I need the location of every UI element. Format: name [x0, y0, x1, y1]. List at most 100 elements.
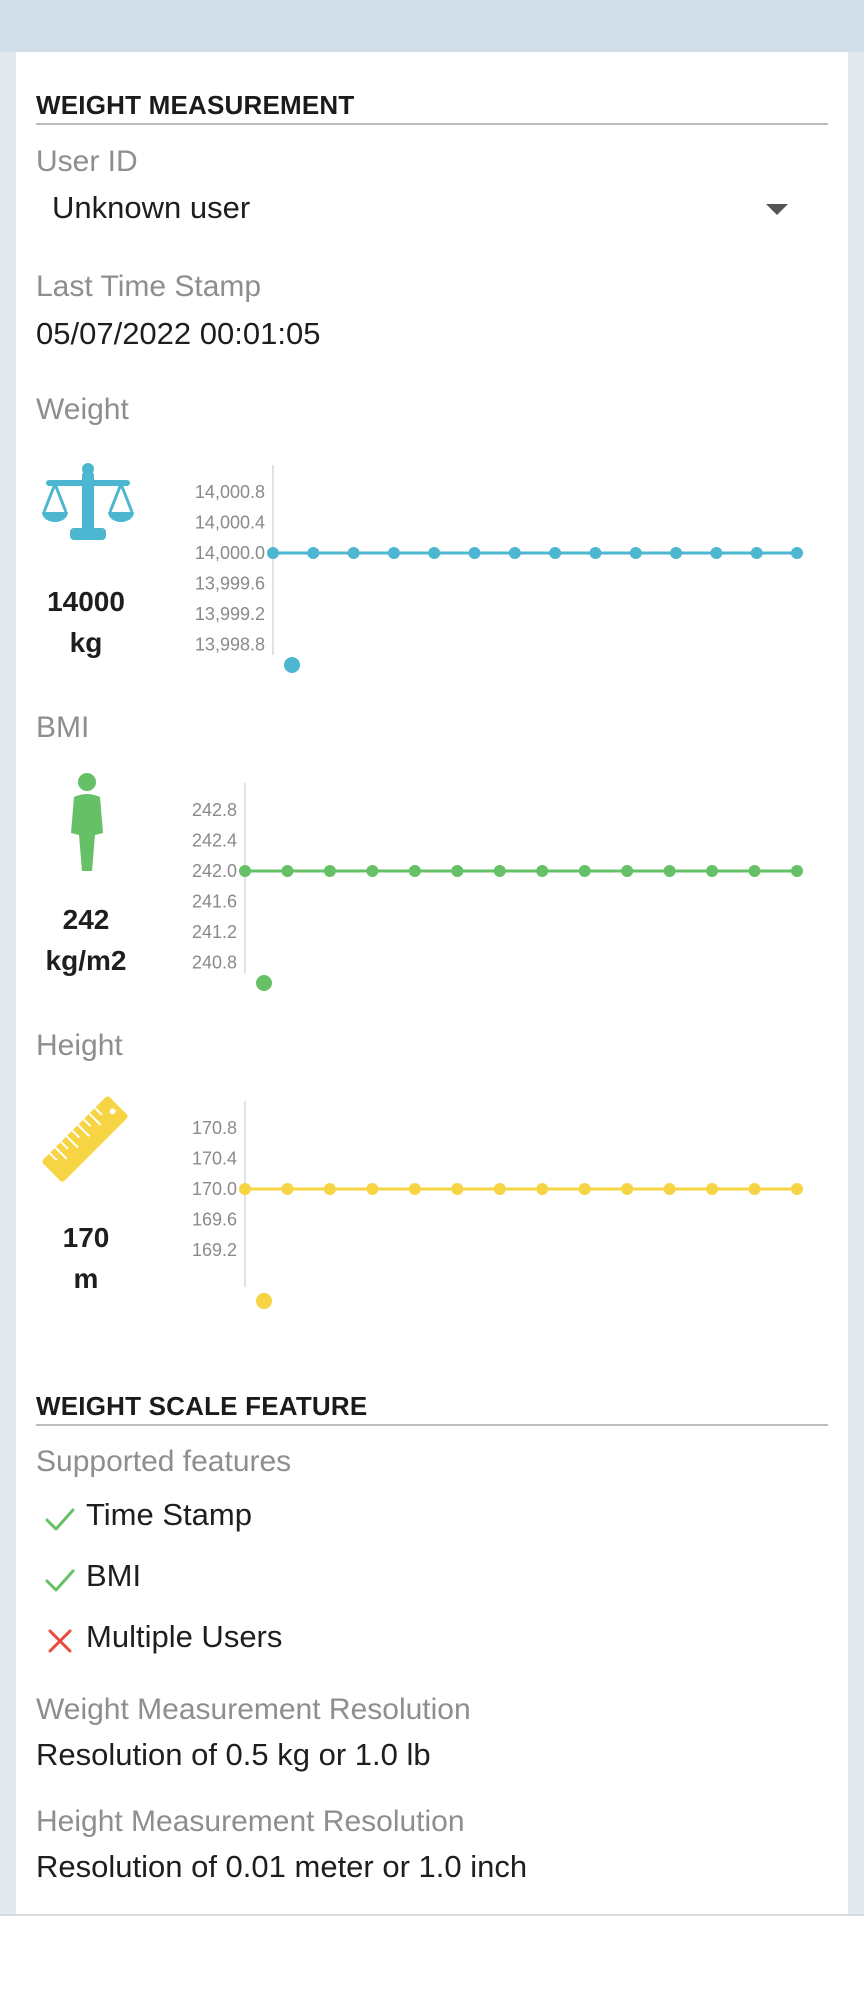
chart-legend-marker — [256, 975, 272, 991]
chart-data-point — [281, 1183, 294, 1195]
chart-data-point — [508, 547, 521, 559]
feature-item-multiple-users: Multiple Users — [36, 1619, 536, 1663]
chart-data-point — [663, 865, 676, 877]
weight-unit: kg — [69, 627, 103, 658]
chart-data-point — [706, 865, 719, 877]
chart-data-point — [281, 865, 294, 877]
height-value: 170 — [62, 1222, 110, 1253]
section-title-weight-scale-feature: WEIGHT SCALE FEATURE — [36, 1391, 368, 1421]
chart-data-point — [366, 865, 379, 877]
height-resolution-label: Height Measurement Resolution — [36, 1805, 465, 1838]
chart-tick-label: 170.0 — [192, 1179, 237, 1199]
chart-legend-marker — [284, 657, 300, 673]
measurement-card — [16, 52, 848, 1914]
chart-tick-label: 241.2 — [192, 922, 237, 942]
chart-data-point — [451, 1183, 464, 1195]
chart-tick-label: 13,999.2 — [195, 604, 265, 624]
chart-data-point — [589, 547, 602, 559]
chart-data-point — [710, 547, 723, 559]
chart-tick-label: 169.6 — [192, 1210, 237, 1230]
chart-data-point — [791, 1183, 803, 1195]
weight-resolution-value: Resolution of 0.5 kg or 1.0 lb — [36, 1737, 431, 1772]
chart-tick-label: 240.8 — [192, 953, 237, 973]
check-icon — [44, 1505, 76, 1538]
chart-tick-label: 14,000.8 — [195, 482, 265, 502]
chart-tick-label: 169.2 — [192, 1240, 237, 1260]
chart-tick-label: 170.4 — [192, 1149, 237, 1169]
chart-data-point — [663, 1183, 676, 1195]
chart-data-point — [408, 865, 421, 877]
chart-data-point — [536, 865, 549, 877]
chart-tick-label: 241.6 — [192, 892, 237, 912]
bmi-value: 242 — [62, 904, 110, 935]
chart-tick-label: 13,999.6 — [195, 574, 265, 594]
feature-label: Time Stamp — [86, 1497, 252, 1532]
weight-value: 14000 — [47, 586, 125, 617]
chart-data-point — [493, 1183, 506, 1195]
height-chart: 170.8 170.4 170.0 169.6 169.2 — [192, 1101, 803, 1309]
dropdown-caret-icon — [766, 204, 788, 215]
chart-data-point — [323, 1183, 336, 1195]
chart-data-point — [750, 547, 763, 559]
chart-data-point — [493, 865, 506, 877]
weight-chart: 14,000.8 14,000.4 14,000.0 13,999.6 13,999.2… — [195, 465, 803, 673]
page-margin-left — [0, 52, 16, 1914]
feature-item-time-stamp: Time Stamp — [36, 1497, 536, 1541]
chart-data-point — [706, 1183, 719, 1195]
user-id-dropdown[interactable]: Unknown user — [36, 186, 806, 234]
chart-data-point — [791, 547, 803, 559]
chart-data-point — [536, 1183, 549, 1195]
chart-data-point — [366, 1183, 379, 1195]
height-resolution-value: Resolution of 0.01 meter or 1.0 inch — [36, 1849, 528, 1884]
chart-data-point — [347, 547, 360, 559]
chart-data-point — [408, 1183, 421, 1195]
status-bar-area — [0, 0, 864, 52]
chart-data-point — [239, 1183, 251, 1195]
chart-tick-label: 242.4 — [192, 831, 237, 851]
ruler-icon — [36, 1090, 134, 1188]
chart-data-point — [748, 1183, 761, 1195]
person-icon — [68, 773, 106, 873]
chart-tick-label: 170.8 — [192, 1118, 237, 1138]
chart-data-point — [670, 547, 683, 559]
chart-data-point — [578, 1183, 591, 1195]
feature-item-bmi: BMI — [36, 1558, 536, 1602]
height-label: Height — [36, 1029, 123, 1062]
chart-tick-label: 242.0 — [192, 861, 237, 881]
section-title-weight-measurement: WEIGHT MEASUREMENT — [36, 90, 355, 120]
feature-label: BMI — [86, 1558, 142, 1593]
bmi-label: BMI — [36, 711, 90, 744]
chart-data-point — [629, 547, 642, 559]
chart-tick-label: 242.8 — [192, 800, 237, 820]
chart-data-point — [307, 547, 320, 559]
chart-data-point — [428, 547, 441, 559]
last-timestamp-label: Last Time Stamp — [36, 270, 262, 303]
weight-label: Weight — [36, 393, 129, 426]
chart-data-point — [267, 547, 279, 559]
user-id-selected: Unknown user — [52, 190, 251, 225]
scale-icon — [38, 462, 138, 546]
chart-data-point — [451, 865, 464, 877]
chart-data-point — [549, 547, 562, 559]
chart-tick-label: 14,000.0 — [195, 543, 265, 563]
section-divider — [36, 123, 828, 125]
chart-data-point — [323, 865, 336, 877]
chart-legend-marker — [256, 1293, 272, 1309]
weight-resolution-label: Weight Measurement Resolution — [36, 1693, 471, 1726]
supported-features-label: Supported features — [36, 1445, 292, 1478]
card-bottom-edge — [0, 1914, 864, 1916]
chart-data-point — [239, 865, 251, 877]
last-timestamp-value: 05/07/2022 00:01:05 — [36, 316, 321, 351]
chart-data-point — [791, 865, 803, 877]
cross-icon — [46, 1627, 74, 1660]
chart-data-point — [578, 865, 591, 877]
bmi-unit: kg/m2 — [45, 945, 127, 976]
chart-data-point — [387, 547, 400, 559]
section-divider — [36, 1424, 828, 1426]
chart-data-point — [748, 865, 761, 877]
chart-data-point — [621, 1183, 634, 1195]
bmi-chart: 242.8 242.4 242.0 241.6 241.2 240.8 — [192, 783, 803, 991]
page-margin-right — [848, 52, 864, 1914]
chart-data-point — [621, 865, 634, 877]
chart-data-point — [468, 547, 481, 559]
